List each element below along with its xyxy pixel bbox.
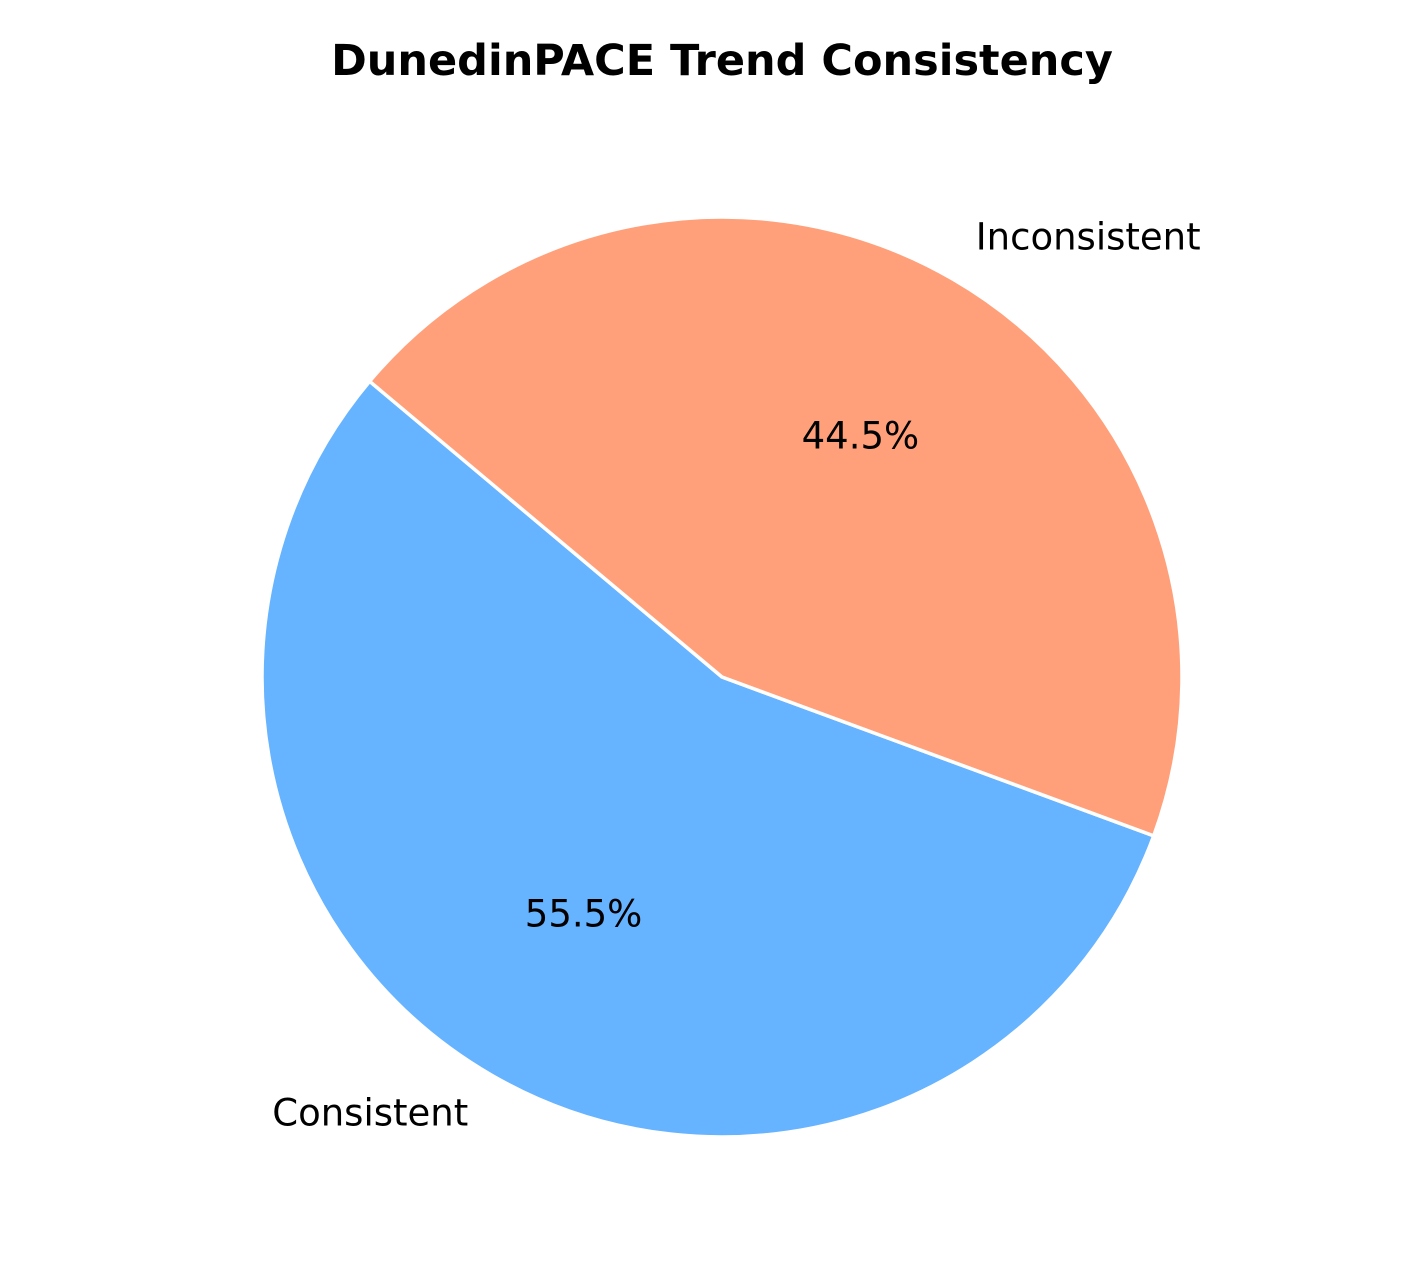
- slice-percent-consistent: 55.5%: [525, 892, 643, 935]
- pie-slice-inconsistent: [367, 215, 1184, 838]
- slice-label-consistent: Consistent: [272, 1091, 468, 1134]
- chart-title: DunedinPACE Trend Consistency: [331, 36, 1113, 86]
- slice-percent-inconsistent: 44.5%: [802, 415, 920, 458]
- slice-label-inconsistent: Inconsistent: [976, 216, 1201, 259]
- pie-slice-consistent: [260, 379, 1156, 1139]
- pie-labels: Consistent 55.5% Inconsistent 44.5%: [272, 216, 1200, 1135]
- pie-slices: [260, 215, 1184, 1139]
